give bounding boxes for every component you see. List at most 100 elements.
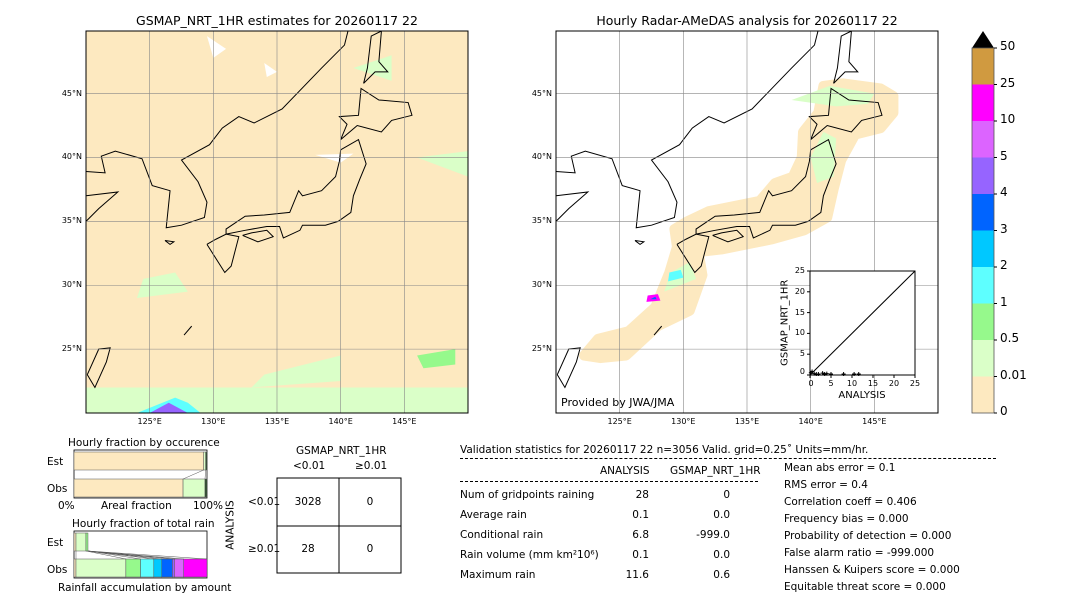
coastline bbox=[556, 31, 819, 229]
lon-tick-label: 140°E bbox=[798, 417, 823, 426]
stats-divider bbox=[460, 481, 758, 482]
stats-row-analysis: 11.6 bbox=[625, 569, 649, 581]
stats-row-label: Rain volume (mm km²10⁶) bbox=[460, 549, 599, 561]
coastline bbox=[556, 347, 581, 389]
coastline bbox=[86, 191, 120, 222]
scatter-ytick: 0 bbox=[799, 367, 805, 376]
coastline bbox=[183, 325, 193, 336]
stats-row-gsmap: 0.0 bbox=[713, 509, 730, 521]
lon-tick-label: 130°E bbox=[201, 417, 226, 426]
stats-score: False alarm ratio = -999.000 bbox=[784, 547, 935, 559]
scatter-ytick: 5 bbox=[799, 349, 805, 359]
fraction-bar-segment bbox=[182, 478, 206, 498]
rain-area-green bbox=[417, 349, 456, 369]
colorbar-segment bbox=[972, 194, 994, 231]
stats-row-gsmap: -999.0 bbox=[696, 529, 730, 541]
contingency-row-label: ANALYSIS bbox=[224, 500, 237, 550]
stats-row-label: Maximum rain bbox=[460, 569, 536, 581]
stats-score: Correlation coeff = 0.406 bbox=[784, 496, 917, 508]
scatter-ytick: 15 bbox=[794, 307, 805, 317]
scatter-xtick: 25 bbox=[909, 379, 921, 388]
contingency-title: GSMAP_NRT_1HR bbox=[296, 445, 387, 457]
stats-row-gsmap: 0.6 bbox=[713, 569, 730, 581]
lat-tick-label: 35°N bbox=[61, 216, 82, 226]
rain-area-cyan bbox=[668, 269, 684, 282]
fraction-bar-segment bbox=[174, 558, 184, 578]
right-map-frame bbox=[555, 30, 939, 414]
lat-tick-label: 25°N bbox=[61, 344, 82, 354]
lon-tick-label: 125°E bbox=[607, 417, 632, 426]
lat-tick-label: 45°N bbox=[531, 88, 552, 98]
fraction-bar-segment bbox=[73, 451, 204, 471]
colorbar-segment bbox=[972, 376, 994, 413]
colorbar-segment bbox=[972, 48, 994, 85]
fraction-connector bbox=[87, 550, 141, 560]
coastline bbox=[206, 233, 240, 274]
lon-tick-label: 145°E bbox=[392, 417, 417, 426]
rain-area-light bbox=[353, 55, 392, 81]
stats-row-gsmap: 0.0 bbox=[713, 549, 730, 561]
coastline bbox=[712, 229, 745, 243]
fraction-bar-segment bbox=[73, 478, 184, 498]
colorbar-segment bbox=[972, 157, 994, 194]
fraction-bar-segment bbox=[205, 451, 208, 471]
lat-tick-label: 40°N bbox=[61, 152, 82, 162]
scatter-point bbox=[810, 369, 815, 374]
colorbar-tick-label: 5 bbox=[1000, 148, 1008, 163]
scatter-point bbox=[852, 372, 857, 376]
coastline bbox=[634, 240, 646, 245]
stats-row-analysis: 6.8 bbox=[632, 529, 649, 541]
coastline bbox=[676, 233, 710, 274]
contingency-row-1: ≥0.01 bbox=[248, 543, 281, 555]
lat-tick-label: 30°N bbox=[531, 280, 552, 290]
occurrence-xlabel: Areal fraction bbox=[101, 500, 172, 512]
lat-tick-label: 25°N bbox=[531, 344, 552, 354]
occurrence-title: Hourly fraction by occurence bbox=[68, 437, 220, 449]
stats-row-label: Average rain bbox=[460, 509, 527, 521]
fraction-bar-segment bbox=[73, 558, 77, 578]
contingency-row-0: <0.01 bbox=[248, 496, 281, 508]
stats-row-gsmap: 0 bbox=[723, 489, 730, 501]
lon-tick-label: 145°E bbox=[862, 417, 887, 426]
right-map-title: Hourly Radar-AMeDAS analysis for 2026011… bbox=[596, 13, 898, 28]
scatter-ytick: 10 bbox=[794, 328, 805, 338]
colorbar-tick-label: 1 bbox=[1000, 294, 1008, 309]
stats-row-analysis: 28 bbox=[635, 489, 649, 501]
colorbar-tick-label: 10 bbox=[1000, 112, 1016, 126]
colorbar-segment bbox=[972, 303, 994, 340]
left-map bbox=[85, 30, 469, 414]
occurrence-est-label: Est bbox=[47, 456, 64, 468]
coastline bbox=[695, 138, 837, 239]
stats-header: Validation statistics for 20260117 22 n=… bbox=[460, 444, 869, 456]
fraction-bar-segment bbox=[204, 478, 208, 498]
occurrence-obs-label: Obs bbox=[47, 483, 68, 495]
fraction-connector bbox=[87, 550, 184, 560]
colorbar-tick-label: 2 bbox=[1000, 258, 1008, 272]
lon-tick-label: 125°E bbox=[137, 417, 162, 426]
stats-row-label: Num of gridpoints raining bbox=[460, 489, 595, 501]
rain-area-light bbox=[791, 85, 875, 107]
scatter-diagonal bbox=[809, 270, 916, 376]
stats-row-analysis: 0.1 bbox=[632, 549, 649, 561]
stats-col-analysis: ANALYSIS bbox=[600, 465, 650, 477]
colorbar-extend-triangle bbox=[972, 31, 994, 48]
colorbar-tick-label: 25 bbox=[1000, 75, 1016, 90]
rain-area-purple bbox=[149, 402, 188, 413]
scatter-point bbox=[841, 372, 846, 376]
missing-data-area bbox=[206, 36, 227, 58]
fraction-bar-segment bbox=[161, 558, 173, 578]
contingency-cell: 0 bbox=[366, 543, 374, 555]
rain-area-light bbox=[251, 355, 341, 388]
scatter-point bbox=[820, 371, 825, 376]
stats-row-analysis: 0.1 bbox=[632, 509, 649, 521]
lat-tick-label: 30°N bbox=[61, 280, 82, 290]
coastline bbox=[556, 191, 590, 222]
coastline bbox=[86, 347, 111, 389]
lon-tick-label: 135°E bbox=[734, 417, 760, 426]
scatter-xtick: 5 bbox=[828, 379, 834, 388]
scatter-ytick: 20 bbox=[794, 286, 805, 296]
scatter-xtick: 15 bbox=[867, 379, 879, 388]
fraction-bar-segment bbox=[203, 451, 206, 471]
